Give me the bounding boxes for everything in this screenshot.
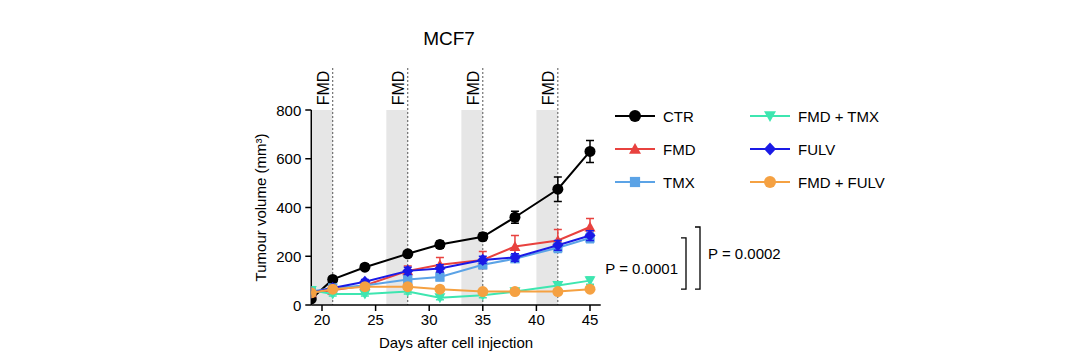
y-tick xyxy=(305,158,311,160)
data-point xyxy=(402,265,413,277)
data-point xyxy=(327,282,338,294)
fmd-label: FMD xyxy=(390,71,407,106)
y-tick-label: 400 xyxy=(276,199,301,216)
data-point xyxy=(434,262,445,274)
legend-marker xyxy=(764,142,776,155)
data-point xyxy=(359,281,370,292)
legend-label: FULV xyxy=(798,141,835,158)
legend-marker xyxy=(629,143,641,154)
data-point xyxy=(509,251,520,263)
p-bracket xyxy=(681,238,686,289)
data-point xyxy=(327,284,338,295)
x-tick-label: 40 xyxy=(528,311,545,328)
fmd-line xyxy=(332,68,333,305)
legend-label: FMD + FULV xyxy=(798,174,885,191)
data-point xyxy=(509,212,520,223)
legend-marker xyxy=(764,111,776,122)
p-bracket xyxy=(695,227,700,289)
plot-data xyxy=(311,140,595,304)
y-axis-label: Tumour volume (mm³) xyxy=(252,134,269,282)
fmd-region xyxy=(461,110,482,305)
data-point xyxy=(434,239,445,250)
data-point xyxy=(434,284,445,295)
data-point xyxy=(552,286,563,297)
x-axis-label: Days after cell injection xyxy=(379,334,533,351)
legend-label: FMD xyxy=(663,141,696,158)
legend: CTR FMD TMX FMD + TMX FULV FMD + FULV xyxy=(615,108,885,191)
legend-label: CTR xyxy=(663,108,694,125)
series-line xyxy=(311,151,590,298)
title: MCF7 xyxy=(423,28,475,49)
data-point xyxy=(402,281,413,292)
data-point xyxy=(477,254,488,266)
y-tick-label: 200 xyxy=(276,248,301,265)
legend-label: TMX xyxy=(663,174,695,191)
y-tick-label: 0 xyxy=(293,297,301,314)
y-tick xyxy=(305,207,311,209)
x-tick-label: 45 xyxy=(582,311,599,328)
x-tick-label: 30 xyxy=(421,311,438,328)
p-value: P = 0.0001 xyxy=(605,260,678,277)
series-line xyxy=(311,227,590,293)
fmd-label: FMD xyxy=(315,71,332,106)
legend-marker xyxy=(629,110,641,122)
data-point xyxy=(434,293,445,303)
data-point xyxy=(585,284,596,295)
data-point xyxy=(585,229,596,241)
fmd-label: FMD xyxy=(465,71,482,106)
data-point xyxy=(402,248,413,259)
data-point xyxy=(359,262,370,273)
data-point xyxy=(552,239,563,251)
fmd-region xyxy=(536,110,557,305)
data-point xyxy=(585,146,596,157)
x-tick-label: 20 xyxy=(314,311,331,328)
data-point xyxy=(311,287,316,298)
x-axis xyxy=(311,304,600,306)
series-line xyxy=(311,236,590,293)
data-point xyxy=(509,241,520,251)
p-value: P = 0.0002 xyxy=(708,245,781,262)
legend-marker xyxy=(764,176,776,188)
data-point xyxy=(311,287,316,299)
y-tick-label: 800 xyxy=(276,102,301,119)
chart: FMD FMD FMD FMD 0 200 400 600 800 20 25 30 35 40 45 MCF… xyxy=(0,0,1080,362)
y-tick xyxy=(305,256,311,258)
data-point xyxy=(477,231,488,242)
data-point xyxy=(552,184,563,195)
series-line xyxy=(311,287,590,293)
data-point xyxy=(509,286,520,297)
y-tick xyxy=(305,304,311,306)
y-tick xyxy=(305,109,311,111)
legend-marker xyxy=(630,177,640,187)
y-tick-label: 600 xyxy=(276,150,301,167)
x-tick-label: 35 xyxy=(474,311,491,328)
data-point xyxy=(477,286,488,297)
fmd-label: FMD xyxy=(540,71,557,106)
x-tick-label: 25 xyxy=(367,311,384,328)
legend-label: FMD + TMX xyxy=(798,108,879,125)
